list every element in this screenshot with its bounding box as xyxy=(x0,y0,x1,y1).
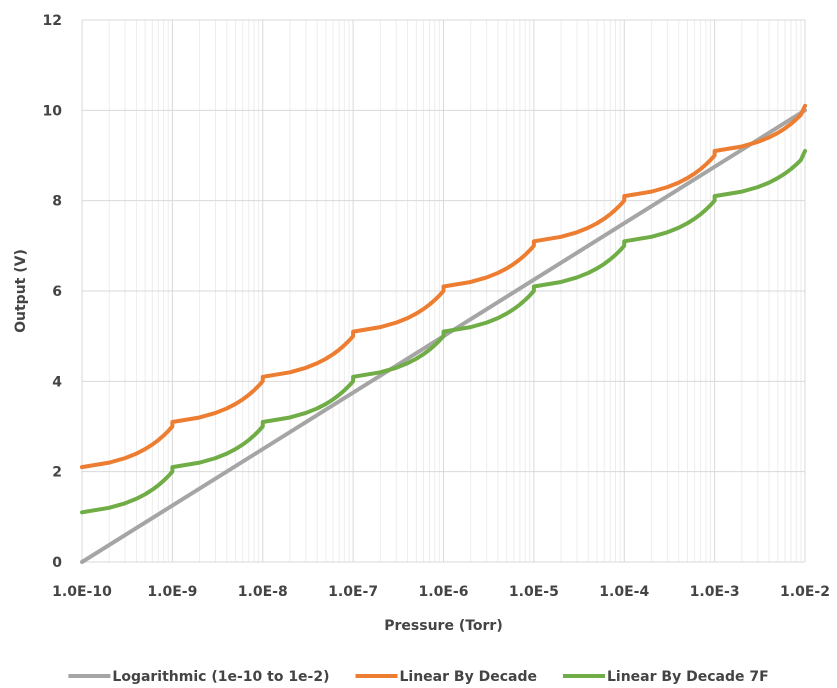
legend-label: Logarithmic (1e-10 to 1e-2) xyxy=(112,669,329,685)
legend: Logarithmic (1e-10 to 1e-2) Linear By Dec… xyxy=(68,669,769,685)
y-tick-label: 8 xyxy=(52,194,62,210)
legend-label: Linear By Decade xyxy=(400,669,537,685)
y-tick-label: 6 xyxy=(52,284,62,300)
legend-item-2: Linear By Decade xyxy=(355,669,537,685)
legend-item-1: Logarithmic (1e-10 to 1e-2) xyxy=(68,669,330,685)
x-axis-title: Pressure (Torr) xyxy=(384,618,502,634)
y-tick-label: 10 xyxy=(43,103,63,119)
x-tick-label: 1.0E-7 xyxy=(328,584,378,600)
x-tick-label: 1.0E-2 xyxy=(780,584,830,600)
y-axis-title: Output (V) xyxy=(13,249,29,333)
y-tick-label: 0 xyxy=(52,555,62,571)
major-gridlines xyxy=(81,19,806,563)
legend-item-3: Linear By Decade 7F xyxy=(563,669,769,685)
x-tick-label: 1.0E-8 xyxy=(238,584,288,600)
series-layer xyxy=(80,103,807,564)
x-tick-label: 1.0E-3 xyxy=(690,584,740,600)
y-axis-ticks: 0 2 4 6 8 10 12 xyxy=(43,13,63,571)
y-tick-label: 2 xyxy=(52,465,62,481)
x-tick-label: 1.0E-4 xyxy=(599,584,649,600)
series-line-3 xyxy=(80,148,807,515)
x-tick-label: 1.0E-6 xyxy=(419,584,469,600)
x-axis-ticks: 1.0E-10 1.0E-9 1.0E-8 1.0E-7 1.0E-6 1.0E-5 1.0… xyxy=(52,584,830,600)
x-tick-label: 1.0E-10 xyxy=(52,584,112,600)
x-tick-label: 1.0E-9 xyxy=(147,584,197,600)
series-line-2 xyxy=(80,103,807,470)
x-tick-label: 1.0E-5 xyxy=(509,584,559,600)
legend-label: Linear By Decade 7F xyxy=(607,669,769,685)
y-tick-label: 12 xyxy=(43,13,62,29)
y-tick-label: 4 xyxy=(52,374,62,390)
